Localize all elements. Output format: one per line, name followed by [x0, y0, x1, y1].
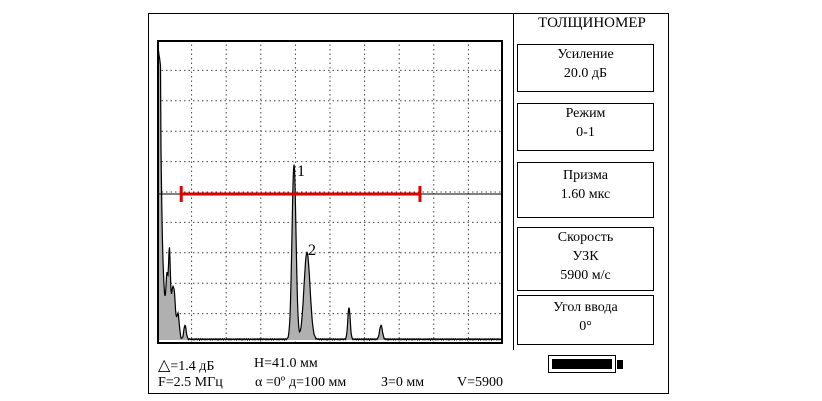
app-title: ТОЛЩИНОМЕР: [538, 15, 646, 31]
status-delta: △=1.4 дБ: [158, 355, 214, 375]
status-alpha: α =0º: [255, 375, 286, 390]
battery-terminal: [617, 360, 623, 369]
echo-marker-2: 2: [308, 242, 316, 259]
prism-value: 1.60 мкс: [560, 187, 611, 202]
panel-divider: [513, 13, 514, 350]
angle-value: 0°: [579, 319, 592, 334]
battery-icon: [548, 355, 623, 373]
ascan-svg: 1 2: [157, 40, 503, 344]
ascan-border: [157, 40, 503, 344]
status-h: H=41.0 мм: [254, 356, 318, 371]
signal-fill: [157, 44, 503, 340]
gain-panel[interactable]: Усиление 20.0 дБ: [517, 44, 654, 92]
ascan-grid: [157, 40, 503, 344]
device-frame: [148, 13, 669, 394]
battery-fill: [552, 359, 612, 369]
mode-panel[interactable]: Режим 0-1: [517, 103, 654, 151]
mode-value: 0-1: [576, 125, 595, 140]
status-frequency: F=2.5 МГц: [158, 375, 223, 390]
status-depth: д=100 мм: [289, 375, 347, 390]
velocity-label: Скорость: [557, 230, 614, 245]
angle-panel[interactable]: Угол ввода 0°: [517, 295, 654, 345]
angle-label: Угол ввода: [553, 300, 618, 315]
gain-value: 20.0 дБ: [563, 66, 608, 81]
velocity-panel[interactable]: Скорость УЗК 5900 м/с: [517, 227, 654, 291]
prism-label: Призма: [563, 168, 608, 183]
delta-value: =1.4 дБ: [170, 359, 215, 374]
mode-label: Режим: [565, 106, 606, 121]
status-velocity: V=5900: [457, 375, 504, 390]
prism-panel[interactable]: Призма 1.60 мкс: [517, 162, 654, 218]
triangle-icon: △: [158, 357, 171, 374]
velocity-sublabel: УЗК: [572, 249, 599, 264]
signal-trace: [157, 43, 503, 342]
status-z: З=0 мм: [381, 375, 425, 390]
ascan-display[interactable]: 1 2: [157, 40, 503, 344]
echo-marker-1: 1: [297, 163, 305, 180]
velocity-value: 5900 м/с: [560, 268, 611, 283]
gain-label: Усиление: [557, 47, 614, 62]
